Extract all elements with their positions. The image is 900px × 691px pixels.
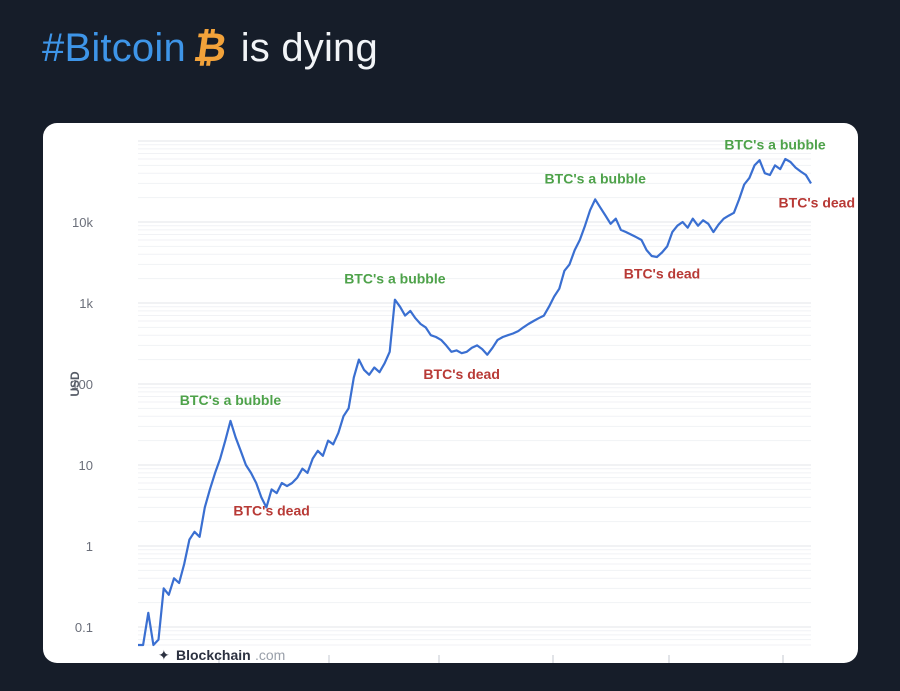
annotation-bubble-label: BTC's a bubble bbox=[545, 170, 647, 186]
watermark-suffix: .com bbox=[255, 647, 285, 663]
watermark-logo-icon: ✦ bbox=[158, 647, 170, 663]
annotation-bubble-label: BTC's a bubble bbox=[344, 271, 446, 287]
y-axis-label: USD bbox=[68, 371, 82, 397]
hashtag-link[interactable]: #Bitcoin bbox=[42, 26, 186, 70]
y-tick-label: 0.1 bbox=[75, 620, 93, 635]
y-tick-label: 1 bbox=[86, 539, 93, 554]
annotation-dead-label: BTC's dead bbox=[233, 502, 309, 518]
y-tick-label: 10k bbox=[72, 215, 93, 230]
y-tick-label: 1k bbox=[79, 296, 93, 311]
annotation-dead-label: BTC's dead bbox=[779, 194, 855, 210]
watermark-brand: Blockchain bbox=[176, 647, 251, 663]
annotation-dead-label: BTC's dead bbox=[423, 366, 499, 382]
annotation-bubble-label: BTC's a bubble bbox=[180, 392, 282, 408]
y-tick-label: 10 bbox=[79, 458, 93, 473]
price-line bbox=[138, 157, 812, 647]
y-tick-label: 100 bbox=[71, 377, 93, 392]
chart-image[interactable]: 10k 1k 100 10 1 0.1 USD BTC's a bubble BTC's dea… bbox=[43, 123, 858, 663]
annotation-bubble-label: BTC's a bubble bbox=[724, 136, 826, 152]
tweet-text: #Bitcoin ₿ is dying bbox=[42, 22, 378, 74]
annotation-dead-label: BTC's dead bbox=[624, 266, 700, 282]
btc-price-chart: 10k 1k 100 10 1 0.1 USD BTC's a bubble BTC's dea… bbox=[68, 136, 855, 663]
bitcoin-icon: ₿ bbox=[190, 26, 230, 70]
tweet-body-text: is dying bbox=[240, 26, 378, 70]
